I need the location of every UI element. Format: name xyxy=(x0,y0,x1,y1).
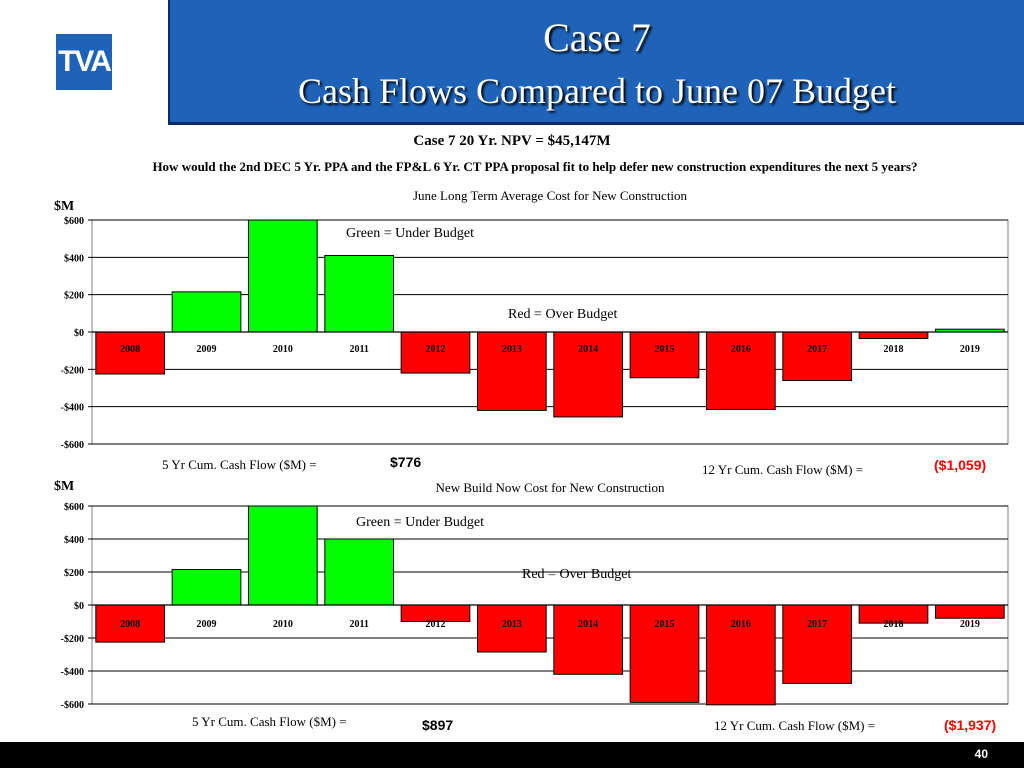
bar-2012 xyxy=(400,331,471,374)
legend-under-budget: Green = Under Budget xyxy=(346,226,474,241)
y-tick-label: -$200 xyxy=(61,365,84,376)
y-tick-label: $200 xyxy=(64,291,84,302)
y-tick-label: -$400 xyxy=(61,667,84,678)
x-tick-label: 2016 xyxy=(731,344,751,355)
cum12-value: ($1,059) xyxy=(934,457,986,473)
y-tick-label: $0 xyxy=(74,328,84,339)
x-tick-label: 2015 xyxy=(655,619,675,630)
y-tick-label: $400 xyxy=(64,253,84,264)
x-tick-label: 2017 xyxy=(807,619,827,630)
bar-2010 xyxy=(247,505,318,606)
bar-2017 xyxy=(782,604,853,684)
legend-under-budget: Green = Under Budget xyxy=(356,515,484,530)
bar-2009 xyxy=(171,291,242,333)
x-tick-label: 2017 xyxy=(807,344,827,355)
chart-june-long-term: June Long Term Average Cost for New Cons… xyxy=(54,188,1009,477)
x-tick-label: 2010 xyxy=(273,344,293,355)
y-tick-label: $200 xyxy=(64,568,84,579)
x-tick-label: 2018 xyxy=(884,619,904,630)
title-bar: Case 7 Cash Flows Compared to June 07 Bu… xyxy=(170,0,1024,125)
x-tick-label: 2014 xyxy=(578,344,598,355)
x-tick-label: 2015 xyxy=(655,344,675,355)
x-tick-label: 2013 xyxy=(502,344,522,355)
bar-2016 xyxy=(705,604,776,706)
logo-panel: TVA xyxy=(0,0,170,125)
x-tick-label: 2019 xyxy=(960,344,980,355)
x-tick-label: 2013 xyxy=(502,619,522,630)
x-tick-label: 2016 xyxy=(731,619,751,630)
npv-line: Case 7 20 Yr. NPV = $45,147M xyxy=(413,133,611,149)
cum5-value: $897 xyxy=(422,717,453,733)
x-tick-label: 2012 xyxy=(426,344,446,355)
bar-2016 xyxy=(705,331,776,410)
chart-new-build-now: New Build Now Cost for New Construction $… xyxy=(54,479,1009,733)
page-subtitle: Cash Flows Compared to June 07 Budget xyxy=(298,71,896,111)
chart-title: New Build Now Cost for New Construction xyxy=(436,480,665,495)
page-title: Case 7 xyxy=(543,15,651,60)
bar-2008 xyxy=(95,604,166,643)
bar-2011 xyxy=(324,538,395,606)
tva-logo: TVA xyxy=(56,34,112,90)
cum5-label: 5 Yr Cum. Cash Flow ($M) = xyxy=(192,714,347,729)
bar-2017 xyxy=(782,331,853,382)
x-tick-label: 2010 xyxy=(273,619,293,630)
x-tick-label: 2009 xyxy=(197,344,217,355)
bar-2013 xyxy=(476,604,547,653)
y-tick-label: -$200 xyxy=(61,634,84,645)
legend-over-budget: Red = Over Budget xyxy=(522,567,631,582)
bar-2018 xyxy=(858,331,929,340)
bar-2010 xyxy=(247,219,318,333)
cum5-value: $776 xyxy=(390,454,421,470)
bar-2011 xyxy=(324,254,395,333)
cum5-label: 5 Yr Cum. Cash Flow ($M) = xyxy=(162,457,317,472)
y-axis-label: $M xyxy=(54,199,74,214)
cum12-label: 12 Yr Cum. Cash Flow ($M) = xyxy=(702,462,863,477)
bar-2014 xyxy=(553,604,624,675)
legend-over-budget: Red = Over Budget xyxy=(508,307,617,322)
bar-2015 xyxy=(629,331,700,379)
bar-2015 xyxy=(629,604,700,703)
y-tick-label: -$600 xyxy=(61,440,84,451)
y-tick-label: $0 xyxy=(74,601,84,612)
cum12-value: ($1,937) xyxy=(944,717,996,733)
bar-2008 xyxy=(95,331,166,375)
chart-title: June Long Term Average Cost for New Cons… xyxy=(413,188,688,203)
question-text: How would the 2nd DEC 5 Yr. PPA and the … xyxy=(152,159,918,174)
bar-2013 xyxy=(476,331,547,411)
x-tick-label: 2019 xyxy=(960,619,980,630)
x-tick-label: 2012 xyxy=(426,619,446,630)
y-tick-label: $600 xyxy=(64,502,84,513)
x-tick-label: 2008 xyxy=(120,344,140,355)
x-tick-label: 2009 xyxy=(197,619,217,630)
bar-2019 xyxy=(934,604,1005,619)
y-tick-label: $600 xyxy=(64,216,84,227)
x-tick-label: 2014 xyxy=(578,619,598,630)
bar-2014 xyxy=(553,331,624,418)
x-tick-label: 2011 xyxy=(349,344,368,355)
x-tick-label: 2018 xyxy=(884,344,904,355)
y-tick-label: $400 xyxy=(64,535,84,546)
y-axis-label: $M xyxy=(54,479,74,494)
bar-2009 xyxy=(171,569,242,606)
x-tick-label: 2008 xyxy=(120,619,140,630)
x-tick-label: 2011 xyxy=(349,619,368,630)
footer-bar: 40 xyxy=(0,742,1024,768)
y-tick-label: -$400 xyxy=(61,403,84,414)
page-number: 40 xyxy=(974,747,988,761)
y-tick-label: -$600 xyxy=(61,700,84,711)
cum12-label: 12 Yr Cum. Cash Flow ($M) = xyxy=(714,718,875,733)
